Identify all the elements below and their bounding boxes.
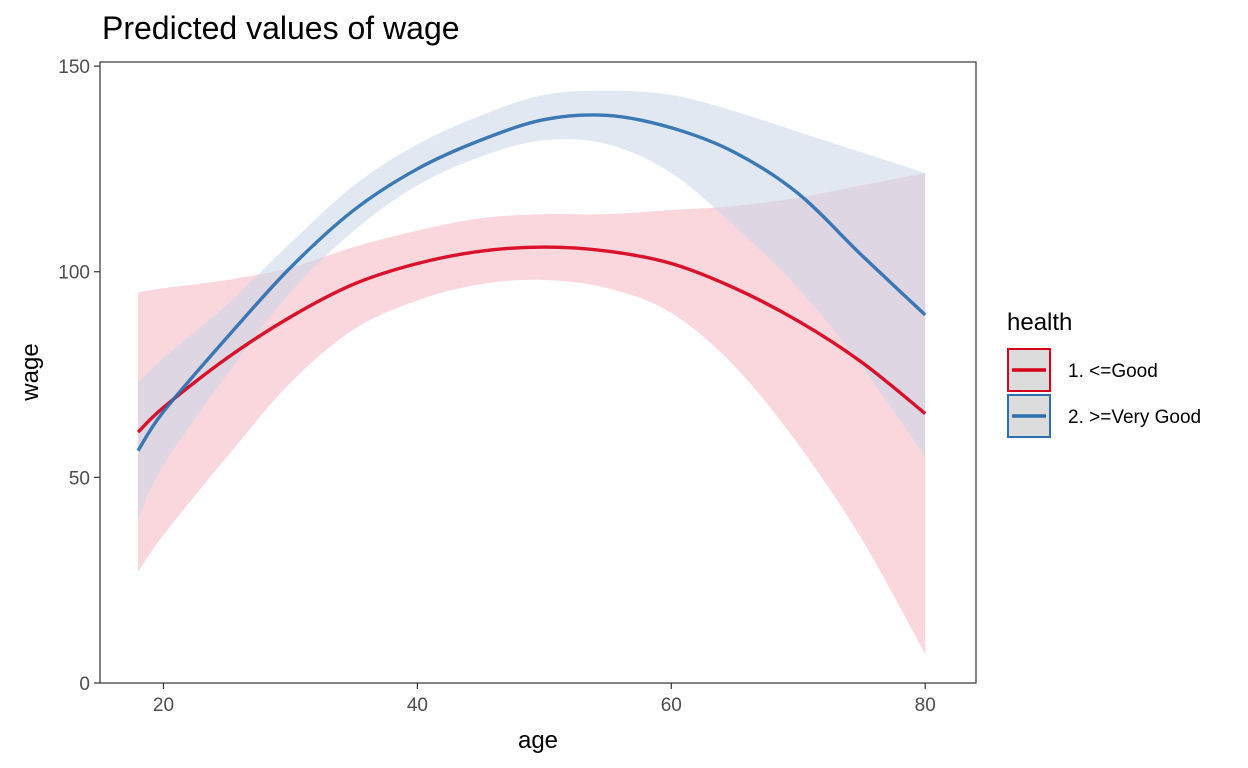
- y-axis: 0 50 100 150: [58, 57, 100, 695]
- x-tick-label: 60: [661, 695, 682, 716]
- y-axis-title: wage: [17, 343, 44, 401]
- x-tick-label: 40: [407, 695, 428, 716]
- ribbons: [138, 90, 926, 655]
- legend-label-2-very-good: 2. >=Very Good: [1068, 407, 1201, 428]
- line-1-good: [136, 245, 927, 434]
- x-tick-label: 80: [915, 695, 936, 716]
- x-tick-label: 20: [153, 695, 174, 716]
- legend-items: 1. <=Good 2. >=Very Good: [1007, 348, 1201, 438]
- x-axis-title: age: [518, 727, 558, 754]
- y-tick-label: 150: [58, 57, 90, 78]
- line-2-very-good: [136, 113, 927, 452]
- legend-title: health: [1007, 309, 1072, 336]
- chart-title: Predicted values of wage: [102, 10, 460, 46]
- y-tick-label: 50: [69, 468, 90, 489]
- ribbon-2-very-good: [138, 90, 926, 519]
- plot-panel: [99, 61, 977, 684]
- legend-label-1-good: 1. <=Good: [1068, 361, 1158, 382]
- y-tick-label: 0: [79, 674, 90, 695]
- legend: health 1. <=Good 2. >=Very Good: [1007, 309, 1201, 438]
- y-tick-label: 100: [58, 263, 90, 284]
- x-axis: 20 40 60 80: [153, 683, 936, 716]
- series-lines: [136, 113, 927, 452]
